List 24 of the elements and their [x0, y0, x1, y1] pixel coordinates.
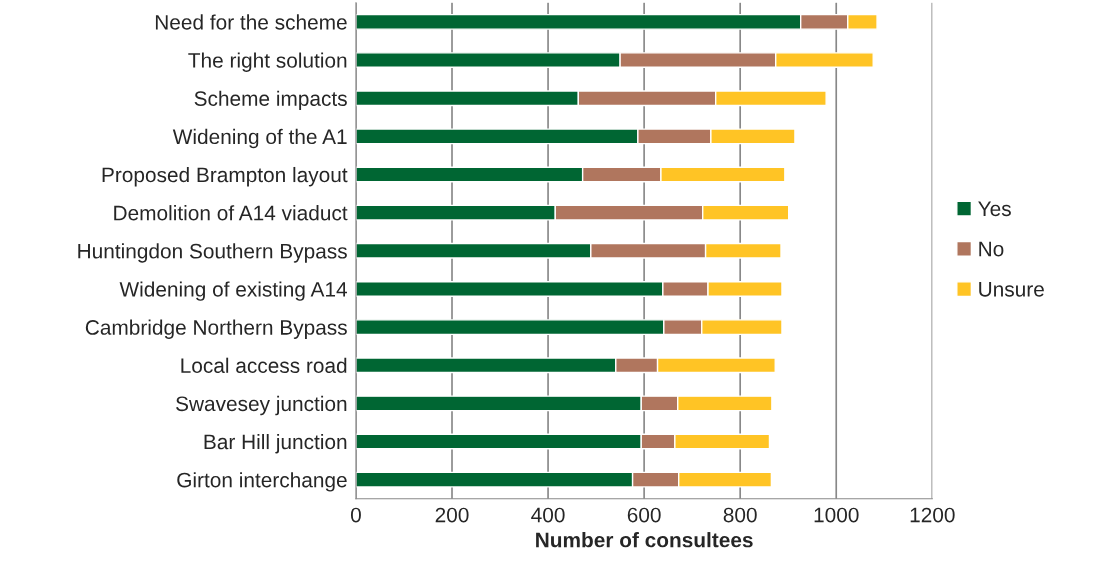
y-tick-label: Swavesey junction: [176, 395, 347, 416]
y-tick-label: Proposed Brampton layout: [102, 166, 348, 187]
y-tick-label: Widening of existing A14: [119, 281, 348, 301]
y-tick-label: Demolition of A14 viaduct: [114, 205, 348, 221]
y-tick-label: Huntingdon Southern Bypass: [78, 243, 347, 263]
x-axis-title: Number of consultees: [536, 532, 753, 548]
y-tick-label: Need for the scheme: [155, 14, 347, 30]
y-tick-label: Girton interchange: [177, 472, 347, 492]
y-tick-label: The right solution: [188, 52, 347, 72]
x-tick-label: 1200: [910, 507, 955, 523]
legend-label: Unsure: [979, 282, 1044, 297]
legend-label: Yes: [978, 201, 1011, 217]
x-tick-label: 800: [723, 507, 757, 523]
y-tick-label: Cambridge Northern Bypass: [85, 319, 347, 339]
x-tick-label: 400: [531, 507, 565, 523]
y-tick-label: Scheme impacts: [194, 90, 347, 111]
x-tick-label: 0: [350, 507, 361, 523]
y-tick-label: Bar Hill junction: [204, 433, 347, 454]
y-tick-label: Local access road: [181, 357, 347, 373]
legend-label: No: [979, 241, 1004, 257]
y-tick-label: Widening of the A1: [172, 128, 347, 149]
x-tick-label: 600: [627, 507, 661, 523]
x-tick-label: 200: [435, 507, 469, 523]
x-tick-label: 1000: [814, 507, 859, 523]
